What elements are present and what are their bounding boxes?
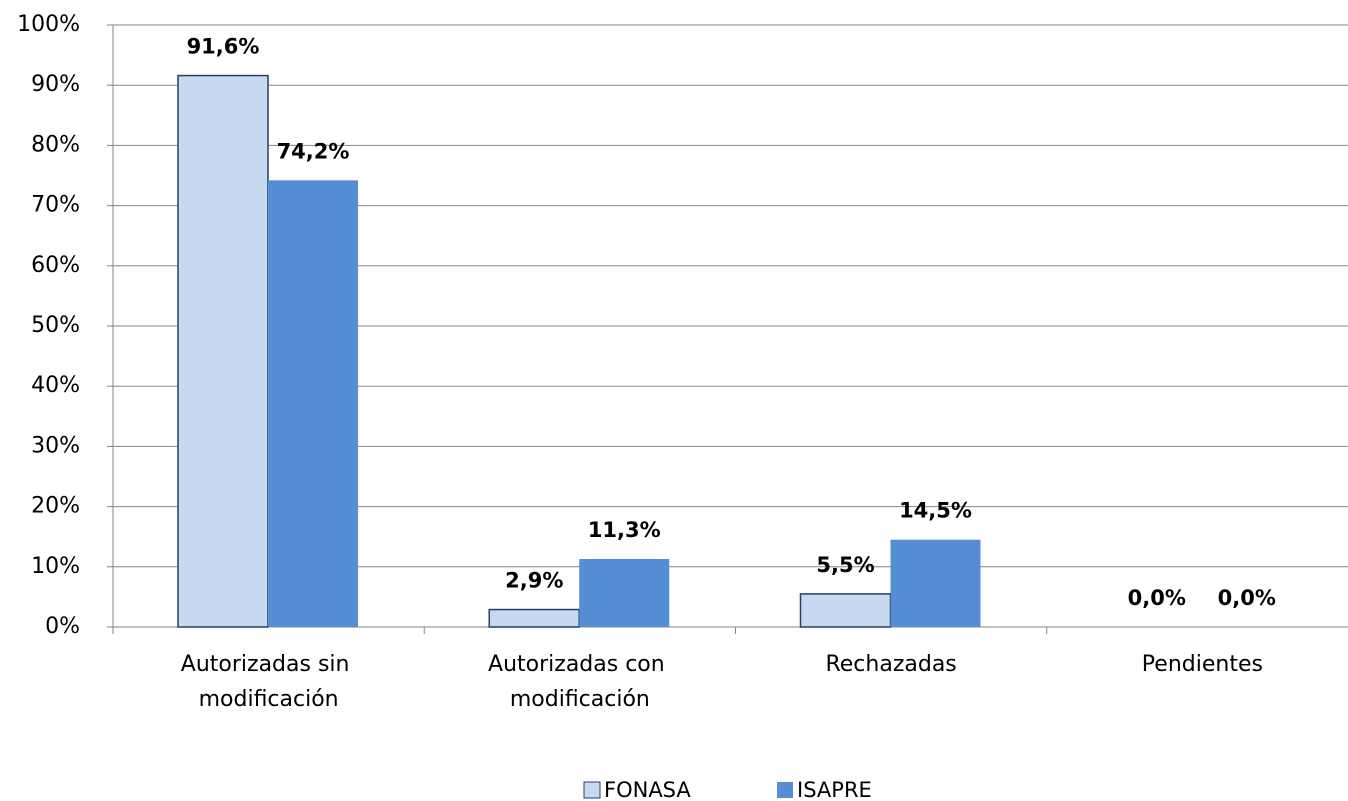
y-tick-label: 90% (31, 72, 80, 97)
bar (890, 539, 981, 627)
y-tick-label: 50% (31, 313, 80, 338)
y-tick-label: 30% (31, 433, 80, 458)
value-label: 74,2% (277, 139, 350, 163)
legend-swatch (777, 782, 793, 798)
x-tick-label: Rechazadas (825, 652, 956, 677)
y-tick-label: 100% (17, 12, 80, 37)
bar (799, 593, 892, 628)
value-label: 91,6% (187, 35, 260, 59)
legend-swatch (583, 781, 601, 799)
y-tick-label: 70% (31, 193, 80, 218)
y-tick-label: 40% (31, 373, 80, 398)
y-tick-label: 10% (31, 554, 80, 579)
value-label: 5,5% (816, 553, 874, 577)
value-label: 11,3% (588, 518, 661, 542)
x-tick-label: Autorizadas con modificación (488, 652, 672, 712)
value-label: 0,0% (1128, 586, 1186, 610)
x-tick-label: Pendientes (1142, 652, 1263, 677)
legend-label: FONASA (604, 778, 691, 801)
x-tick-label: Autorizadas sin modificación (181, 652, 357, 712)
value-label: 2,9% (505, 569, 563, 593)
bar (177, 74, 269, 628)
value-label: 14,5% (899, 499, 972, 523)
y-tick-label: 60% (31, 253, 80, 278)
bar (579, 558, 670, 627)
legend-label: ISAPRE (797, 778, 872, 801)
y-tick-label: 80% (31, 132, 80, 157)
y-tick-label: 20% (31, 494, 80, 519)
value-label: 0,0% (1218, 586, 1276, 610)
bar (268, 180, 358, 628)
bar (488, 608, 580, 628)
y-tick-label: 0% (45, 614, 80, 639)
